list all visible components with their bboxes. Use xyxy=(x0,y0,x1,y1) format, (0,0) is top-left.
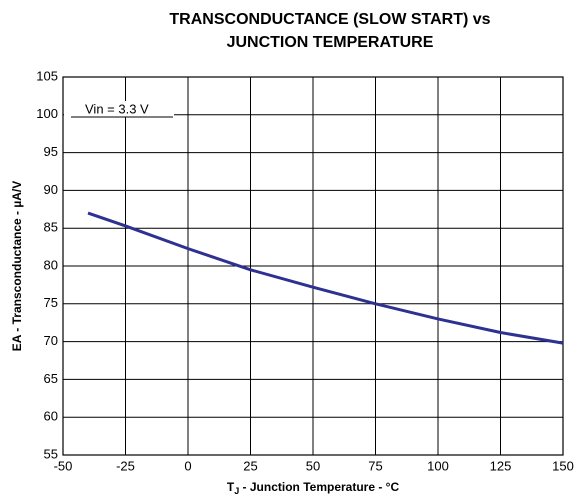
y-axis-label: EA - Transconductance - µA/V xyxy=(10,181,24,352)
y-tick-label: 65 xyxy=(44,371,58,386)
chart-title: JUNCTION TEMPERATURE xyxy=(227,34,434,51)
annotation: Vin = 3.3 V xyxy=(85,101,149,116)
x-tick-label: 100 xyxy=(427,458,449,473)
x-tick-label: 125 xyxy=(490,458,512,473)
x-axis-label-sub: J xyxy=(234,486,239,496)
x-tick-label: 75 xyxy=(368,458,382,473)
x-tick-label: -50 xyxy=(54,458,73,473)
x-axis-label-part: - Junction Temperature - °C xyxy=(239,480,399,494)
x-tick-label: -25 xyxy=(116,458,135,473)
y-tick-label: 60 xyxy=(44,409,58,424)
y-tick-label: 90 xyxy=(44,182,58,197)
y-tick-label: 85 xyxy=(44,220,58,235)
y-tick-label: 105 xyxy=(36,68,58,83)
chart-title: TRANSCONDUCTANCE (SLOW START) vs xyxy=(169,11,490,28)
x-axis-label-part: T xyxy=(227,480,235,494)
annotation-box xyxy=(64,101,174,117)
data-line xyxy=(87,211,564,345)
x-tick-label: 50 xyxy=(306,458,320,473)
y-tick-label: 80 xyxy=(44,257,58,272)
x-tick-label: 150 xyxy=(552,458,574,473)
x-tick-label: 25 xyxy=(243,458,257,473)
y-tick-label: 55 xyxy=(44,446,58,461)
x-tick-label: 0 xyxy=(184,458,191,473)
plot-frame xyxy=(62,76,564,456)
x-axis-label: TJ - Junction Temperature - °C xyxy=(227,480,400,496)
y-tick-label: 95 xyxy=(44,144,58,159)
y-tick-label: 70 xyxy=(44,333,58,348)
y-tick-label: 100 xyxy=(36,106,58,121)
y-tick-label: 75 xyxy=(44,295,58,310)
